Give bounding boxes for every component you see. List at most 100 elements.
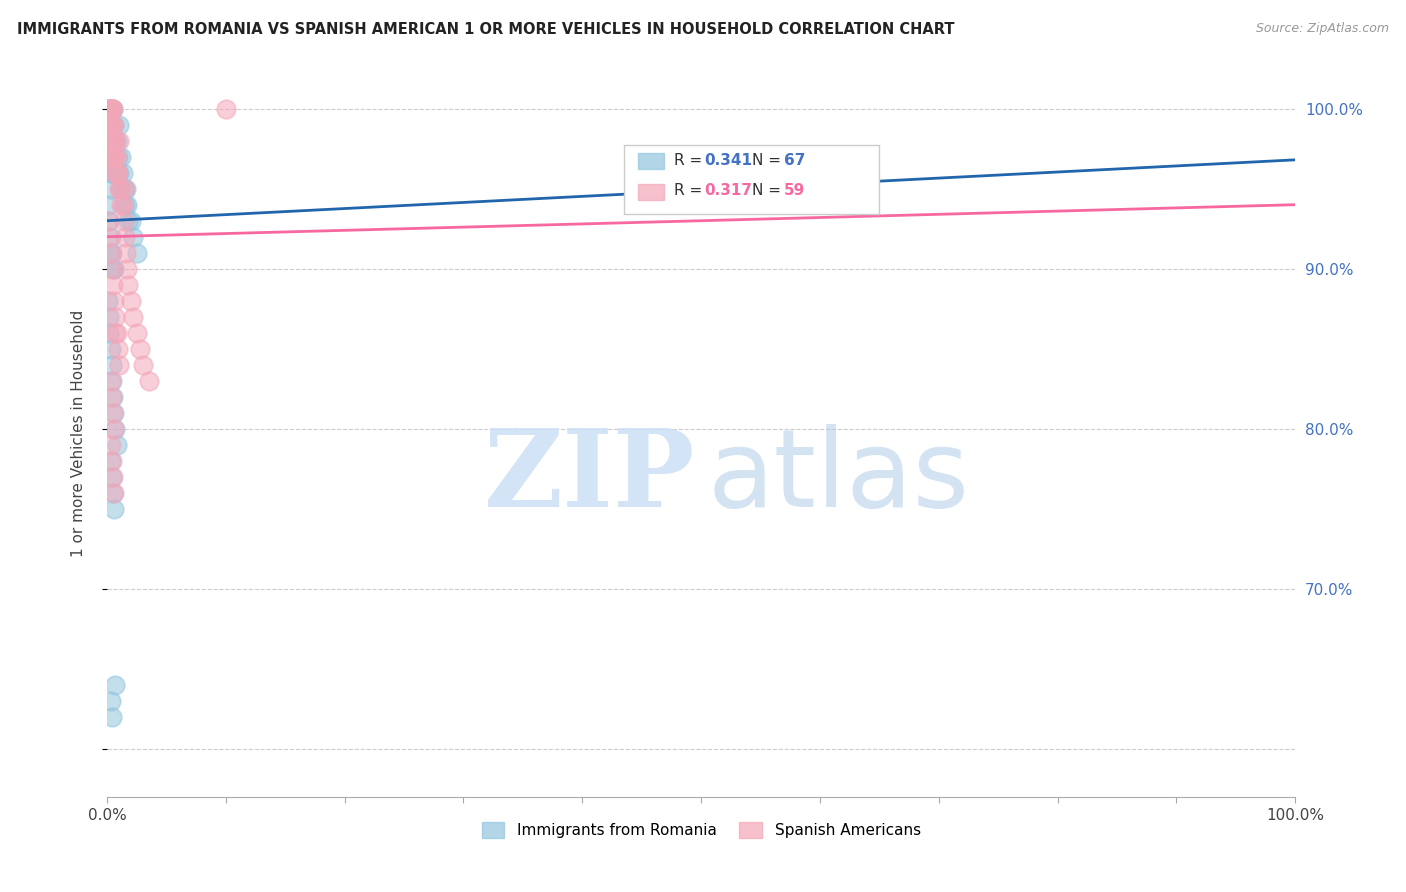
- Point: [103, 150, 125, 164]
- Point: [100, 342, 122, 356]
- Point: [100, 245, 122, 260]
- Point: [112, 213, 135, 227]
- Point: [98, 118, 121, 132]
- Point: [103, 422, 125, 436]
- Point: [101, 102, 124, 116]
- Point: [97, 118, 120, 132]
- Point: [104, 134, 127, 148]
- Point: [101, 374, 124, 388]
- Point: [100, 229, 122, 244]
- Point: [101, 245, 124, 260]
- Point: [103, 486, 125, 500]
- Point: [101, 118, 124, 132]
- Point: [125, 326, 148, 340]
- Point: [108, 118, 131, 132]
- Point: [98, 326, 121, 340]
- Point: [101, 150, 124, 164]
- Point: [101, 102, 124, 116]
- Point: [103, 118, 125, 132]
- Point: [105, 150, 128, 164]
- Point: [105, 438, 128, 452]
- Point: [101, 150, 124, 164]
- Point: [101, 102, 124, 116]
- Text: atlas: atlas: [707, 424, 969, 530]
- Text: R =: R =: [673, 153, 707, 168]
- Point: [104, 310, 127, 324]
- Point: [97, 102, 120, 116]
- Point: [138, 374, 160, 388]
- Point: [103, 150, 125, 164]
- Text: 59: 59: [785, 184, 806, 199]
- Point: [103, 118, 125, 132]
- Point: [112, 182, 135, 196]
- Point: [100, 374, 122, 388]
- Point: [100, 102, 122, 116]
- FancyBboxPatch shape: [638, 153, 664, 169]
- Point: [105, 134, 128, 148]
- Point: [108, 166, 131, 180]
- Point: [108, 134, 131, 148]
- Point: [104, 326, 127, 340]
- Point: [120, 213, 142, 227]
- Point: [122, 310, 145, 324]
- Point: [117, 261, 139, 276]
- Point: [98, 102, 121, 116]
- Point: [100, 245, 122, 260]
- Point: [103, 406, 125, 420]
- Point: [108, 182, 131, 196]
- Point: [97, 134, 120, 148]
- Point: [97, 118, 120, 132]
- Point: [125, 245, 148, 260]
- Point: [98, 118, 121, 132]
- Point: [107, 150, 129, 164]
- Point: [107, 166, 129, 180]
- Point: [98, 213, 121, 227]
- Point: [110, 197, 132, 211]
- Point: [98, 134, 121, 148]
- Point: [100, 454, 122, 468]
- Point: [98, 150, 121, 164]
- Point: [101, 261, 124, 276]
- Point: [100, 182, 122, 196]
- Point: [101, 277, 124, 292]
- Point: [100, 694, 122, 708]
- Point: [120, 293, 142, 308]
- Text: N =: N =: [752, 184, 786, 199]
- Point: [97, 102, 120, 116]
- Text: IMMIGRANTS FROM ROMANIA VS SPANISH AMERICAN 1 OR MORE VEHICLES IN HOUSEHOLD CORR: IMMIGRANTS FROM ROMANIA VS SPANISH AMERI…: [17, 22, 955, 37]
- Point: [101, 102, 124, 116]
- Text: ZIP: ZIP: [484, 424, 695, 530]
- Point: [100, 166, 122, 180]
- Point: [101, 486, 124, 500]
- Point: [215, 102, 238, 116]
- Point: [132, 358, 155, 372]
- Point: [101, 134, 124, 148]
- Text: Source: ZipAtlas.com: Source: ZipAtlas.com: [1256, 22, 1389, 36]
- Point: [100, 118, 122, 132]
- Point: [101, 406, 124, 420]
- Point: [98, 229, 121, 244]
- FancyBboxPatch shape: [624, 145, 879, 214]
- Text: 0.317: 0.317: [704, 184, 752, 199]
- Point: [111, 197, 134, 211]
- Point: [101, 150, 124, 164]
- Text: R =: R =: [673, 184, 707, 199]
- Point: [100, 438, 122, 452]
- Point: [114, 197, 136, 211]
- Point: [101, 390, 124, 404]
- Point: [103, 293, 125, 308]
- Point: [129, 342, 152, 356]
- Point: [101, 390, 124, 404]
- Point: [114, 182, 136, 196]
- Point: [97, 213, 120, 227]
- Point: [100, 134, 122, 148]
- Point: [117, 197, 139, 211]
- Point: [101, 710, 124, 724]
- Point: [104, 678, 127, 692]
- Point: [100, 150, 122, 164]
- Point: [110, 150, 132, 164]
- Point: [105, 166, 128, 180]
- Point: [114, 229, 136, 244]
- Point: [101, 470, 124, 484]
- Point: [100, 102, 122, 116]
